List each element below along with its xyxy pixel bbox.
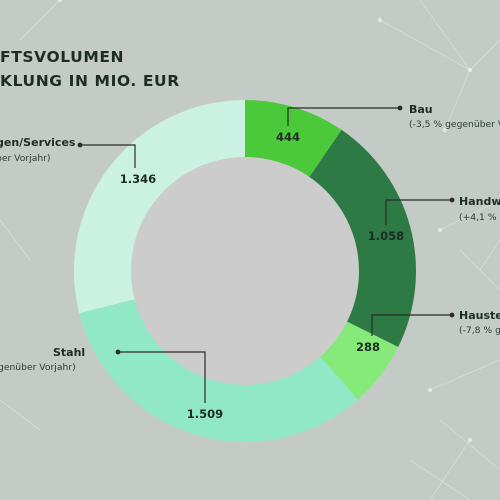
decoration-node — [467, 67, 473, 73]
decoration-line — [439, 199, 500, 231]
leader-dot-stahl — [115, 349, 121, 355]
leader-line-bau — [287, 107, 400, 126]
decoration-node — [467, 437, 473, 443]
annotation-services-note: ber Vorjahr) — [0, 153, 51, 164]
decoration-node — [437, 227, 443, 233]
leader-line-haustechnik — [371, 314, 452, 336]
leader-dot-bau — [397, 105, 403, 111]
leader-lines — [77, 105, 455, 403]
decoration-node — [427, 387, 433, 393]
annotation-bau-note: (-3,5 % gegenüber V — [409, 119, 500, 130]
leader-dot-services — [77, 142, 83, 148]
decoration-line — [479, 239, 500, 271]
value-labels: 444 1.058 288 1.509 1.346 — [120, 130, 404, 421]
decoration-node — [377, 17, 383, 23]
decoration-line — [19, 0, 61, 41]
annotation-services-title: gen/Services — [0, 136, 76, 149]
chart-title-line1: FTSVOLUMEN — [0, 48, 125, 66]
value-label-stahl: 1.509 — [187, 407, 223, 421]
decoration-line — [469, 39, 500, 71]
value-label-haustechnik: 288 — [356, 340, 380, 354]
donut-hole — [131, 157, 359, 385]
decoration-line — [429, 439, 471, 500]
chart-title-line2: KLUNG IN MIO. EUR — [0, 72, 180, 90]
decoration-line — [379, 19, 471, 71]
decoration-line — [409, 459, 471, 500]
annotation-stahl-title: Stahl — [53, 346, 86, 359]
annotation-bau-title: Bau — [409, 103, 433, 116]
decoration-line — [444, 69, 471, 131]
value-label-handwerk: 1.058 — [368, 229, 404, 243]
decoration-line — [429, 359, 500, 391]
leader-dot-haustechnik — [449, 312, 455, 318]
leader-line-stahl — [118, 351, 206, 403]
value-label-bau: 444 — [276, 130, 300, 144]
annotation-handwerk-title: Handwe — [459, 195, 500, 208]
annotation-stahl-note: genüber Vorjahr) — [0, 362, 76, 373]
leader-dot-handwerk — [449, 197, 455, 203]
decoration-line — [0, 399, 41, 431]
decoration-line — [0, 219, 31, 261]
value-label-services: 1.346 — [120, 172, 156, 186]
decoration-line — [419, 0, 471, 71]
decoration-line — [439, 419, 500, 471]
annotation-handwerk-note: (+4,1 % g — [459, 212, 500, 223]
leader-line-handwerk — [385, 199, 452, 225]
decoration-node — [442, 127, 448, 133]
annotation-haustechnik-note: (-7,8 % g — [459, 325, 500, 336]
decoration-node — [57, 0, 63, 3]
annotation-haustechnik-title: Hausteo — [459, 309, 500, 322]
leader-line-services — [80, 144, 136, 168]
